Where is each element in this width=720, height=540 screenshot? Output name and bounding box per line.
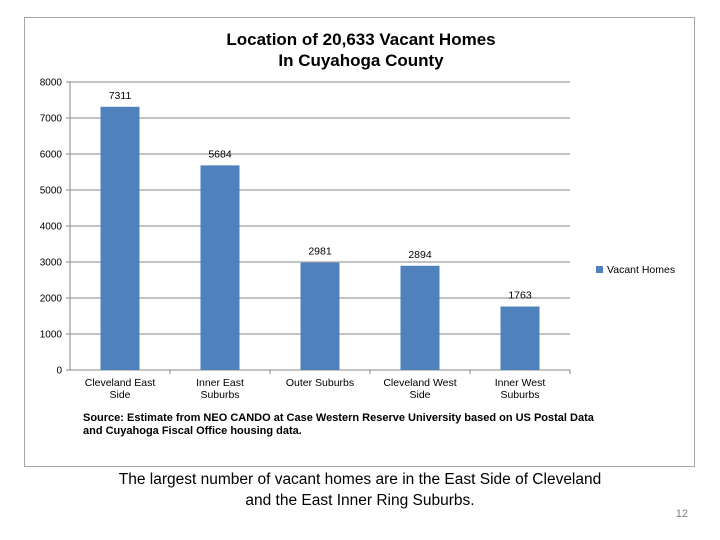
y-tick-label-6000: 6000 [40, 150, 63, 161]
bar-1 [100, 106, 140, 370]
page-number: 12 [675, 508, 688, 520]
y-tick-label-4000: 4000 [40, 222, 63, 233]
category-label-1-line-2: Side [109, 389, 130, 401]
caption-line-2: and the East Inner Ring Suburbs. [245, 492, 475, 509]
slide-caption: The largest number of vacant homes are i… [60, 469, 660, 511]
y-tick-label-5000: 5000 [40, 186, 63, 197]
category-label-1-line-1: Cleveland East [85, 377, 156, 389]
category-label-4-line-2: Side [409, 389, 430, 401]
data-label-3: 2981 [308, 246, 332, 258]
caption-line-1: The largest number of vacant homes are i… [118, 471, 602, 488]
category-label-4-line-1: Cleveland West [383, 377, 456, 389]
legend-label: Vacant Homes [607, 264, 675, 276]
category-label-3-line-1: Outer Suburbs [286, 377, 354, 389]
y-tick-label-7000: 7000 [40, 114, 63, 125]
data-label-1: 7311 [109, 90, 132, 102]
legend-swatch [596, 266, 603, 273]
bar-2 [200, 165, 240, 370]
category-label-2-line-1: Inner East [196, 377, 244, 389]
data-label-5: 1763 [508, 290, 532, 302]
chart-frame: Location of 20,633 Vacant Homes In Cuyaho… [24, 17, 695, 467]
source-note-line-2: and Cuyahoga Fiscal Office housing data. [83, 425, 302, 437]
category-label-5-line-1: Inner West [495, 377, 546, 389]
bar-3 [300, 262, 340, 370]
source-note-line-1: Source: Estimate from NEO CANDO at Case … [83, 412, 595, 424]
y-tick-label-1000: 1000 [40, 330, 63, 341]
y-tick-label-3000: 3000 [40, 258, 63, 269]
category-label-5-line-2: Suburbs [500, 389, 539, 401]
bar-5 [500, 306, 540, 370]
y-tick-label-8000: 8000 [40, 78, 63, 89]
y-tick-label-0: 0 [56, 366, 62, 377]
category-label-2-line-2: Suburbs [200, 389, 239, 401]
data-label-4: 2894 [408, 249, 432, 261]
y-tick-label-2000: 2000 [40, 294, 63, 305]
chart-title-line-1: Location of 20,633 Vacant Homes [226, 30, 495, 49]
bar-4 [400, 265, 440, 370]
vacant-homes-bar-chart: Location of 20,633 Vacant Homes In Cuyaho… [40, 30, 675, 437]
chart-title-line-2: In Cuyahoga County [278, 51, 444, 70]
data-label-2: 5684 [208, 148, 232, 160]
